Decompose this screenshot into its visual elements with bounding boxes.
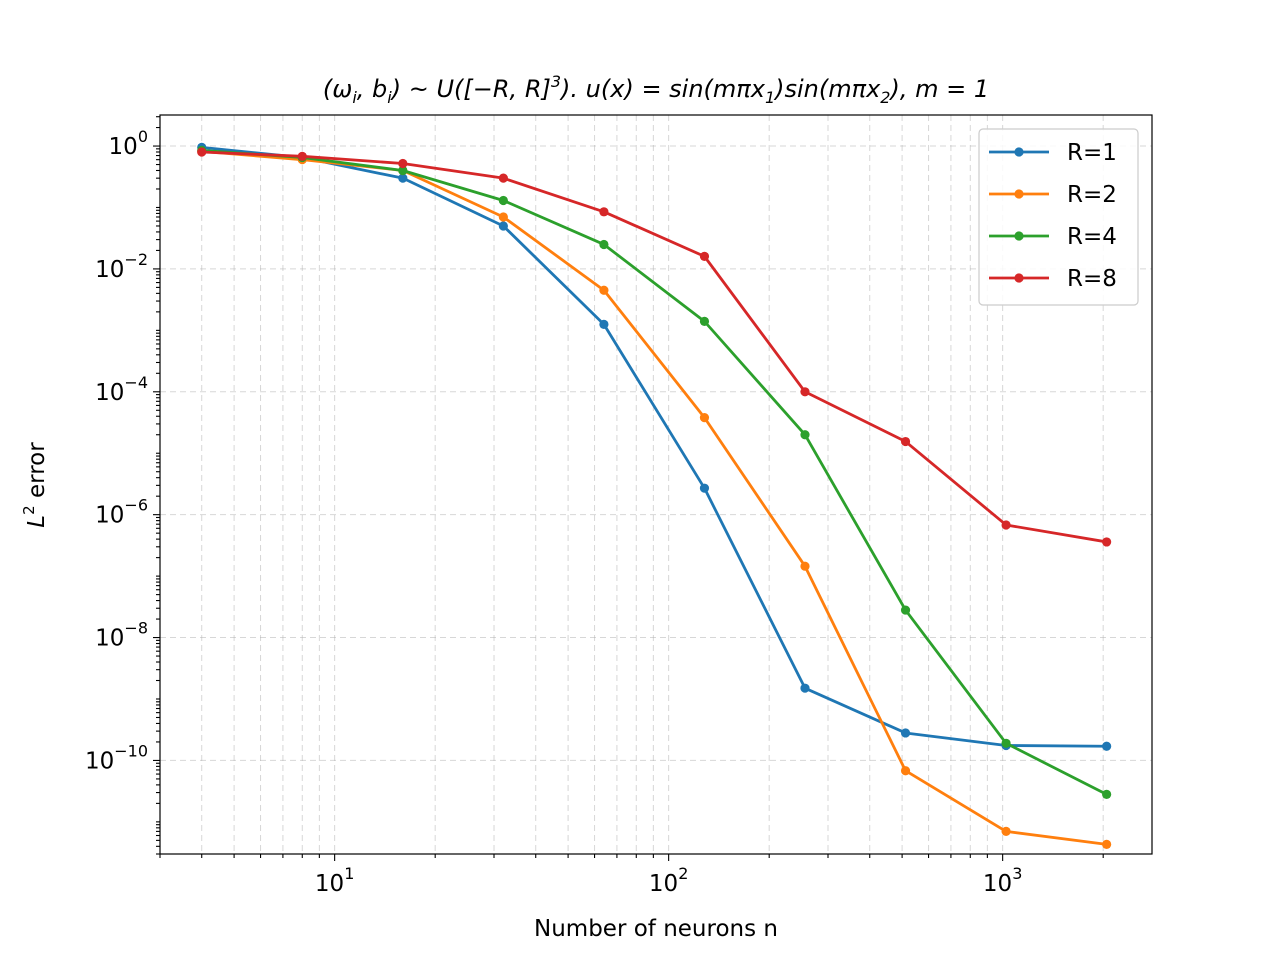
legend-item-r-8: R=8 <box>989 266 1117 292</box>
y-tick-label: 10−10 <box>85 741 148 774</box>
legend-label: R=1 <box>1067 140 1117 166</box>
x-tick-label: 103 <box>983 864 1022 897</box>
data-point-r-1 <box>398 173 408 183</box>
data-point-r-1 <box>599 319 609 330</box>
legend-marker <box>1014 189 1024 199</box>
y-tick-label: 10−2 <box>95 250 148 283</box>
data-point-r-2 <box>699 413 710 423</box>
data-point-r-4 <box>800 430 810 440</box>
data-point-r-8 <box>498 173 508 183</box>
data-point-r-2 <box>900 766 911 776</box>
series-line-r-8 <box>201 150 1107 544</box>
legend-label: R=4 <box>1067 224 1117 250</box>
series-r-8 <box>197 147 1112 547</box>
data-point-r-8 <box>699 251 710 261</box>
data-point-r-8 <box>1001 520 1011 530</box>
data-point-r-1 <box>1102 741 1112 751</box>
data-point-r-4 <box>1001 738 1011 748</box>
legend-item-r-2: R=2 <box>989 182 1117 208</box>
data-point-r-1 <box>699 483 710 493</box>
data-point-r-8 <box>297 151 307 161</box>
data-point-r-4 <box>900 605 911 615</box>
data-point-r-4 <box>599 239 609 250</box>
x-tick-label: 101 <box>315 864 354 897</box>
data-point-r-4 <box>699 316 710 326</box>
y-tick-label: 100 <box>109 127 148 160</box>
plot-frame <box>159 114 1153 855</box>
legend-item-r-4: R=4 <box>989 224 1117 250</box>
x-axis-label: Number of neurons n <box>534 916 778 942</box>
data-point-r-1 <box>498 221 508 231</box>
y-axis-label: L2 error <box>20 442 50 528</box>
series-r-4 <box>197 145 1112 800</box>
legend: R=1 R=2 R=4 R=8 <box>978 128 1139 306</box>
data-point-r-4 <box>498 195 508 206</box>
chart-title: (ωi, bi) ~ U([−R, R]3). u(x) = sin(mπx1)… <box>323 72 989 107</box>
y-tick-label: 10−8 <box>95 619 148 652</box>
data-point-r-4 <box>398 165 408 176</box>
data-point-r-8 <box>599 207 609 217</box>
series-line-r-1 <box>201 146 1107 748</box>
legend-marker <box>1014 147 1024 157</box>
series-layer <box>197 142 1112 849</box>
legend-marker <box>1014 273 1024 283</box>
data-point-r-1 <box>900 728 911 738</box>
data-point-r-8 <box>900 436 911 447</box>
data-point-r-2 <box>498 212 508 222</box>
series-line-r-4 <box>201 148 1108 796</box>
data-point-r-8 <box>800 387 810 397</box>
data-point-r-2 <box>599 285 609 295</box>
data-point-r-8 <box>1102 537 1112 547</box>
legend-box <box>978 128 1139 306</box>
x-tick-label: 102 <box>649 864 688 897</box>
data-point-r-8 <box>197 147 207 157</box>
y-tick-label: 10−6 <box>95 496 148 529</box>
y-tick-label: 10−4 <box>95 373 148 406</box>
data-point-r-4 <box>1102 789 1112 800</box>
legend-label: R=8 <box>1067 266 1117 292</box>
data-point-r-2 <box>800 561 810 571</box>
data-point-r-1 <box>800 683 810 693</box>
ticks: 100 10−2 10−4 10−6 10−8 10−10 101 102 103 <box>85 116 1104 897</box>
legend-marker <box>1014 231 1024 241</box>
legend-item-r-1: R=1 <box>989 140 1117 166</box>
data-point-r-2 <box>1102 839 1112 849</box>
data-point-r-8 <box>398 158 408 169</box>
legend-label: R=2 <box>1067 182 1117 208</box>
data-point-r-2 <box>1001 826 1011 836</box>
